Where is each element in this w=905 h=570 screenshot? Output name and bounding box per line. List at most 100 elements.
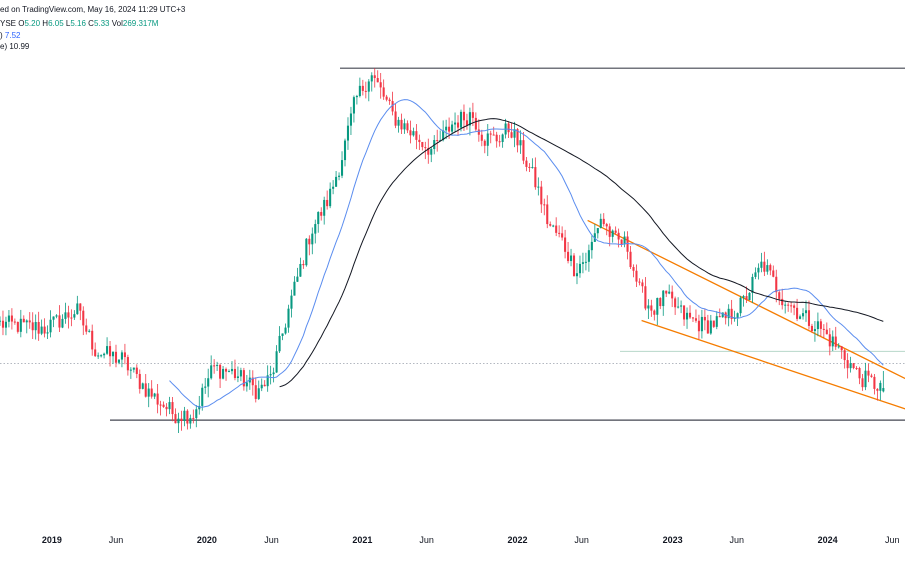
- candle-body: [498, 141, 501, 143]
- candle-body: [439, 140, 442, 142]
- candle-body: [644, 286, 647, 309]
- candle-body: [409, 130, 412, 136]
- candle-body: [834, 336, 837, 347]
- candle-body: [680, 305, 683, 307]
- candle-body: [486, 133, 489, 146]
- low-label: L: [65, 19, 71, 28]
- candle-body: [233, 368, 237, 378]
- candle-body: [760, 261, 763, 268]
- candle-body: [109, 346, 112, 357]
- x-tick-label: Jun: [729, 535, 744, 545]
- candle-body: [608, 226, 611, 237]
- candle-body: [763, 261, 766, 272]
- candle-body: [329, 188, 332, 207]
- candle-body: [828, 334, 831, 347]
- candle-body: [471, 112, 474, 118]
- candle-body: [525, 160, 528, 167]
- candle-body: [114, 351, 118, 363]
- candle-body: [239, 370, 242, 377]
- candle-body: [91, 330, 94, 350]
- candle-body: [10, 315, 13, 322]
- candle-body: [501, 134, 504, 143]
- candle-body: [168, 402, 171, 410]
- candle-body: [207, 378, 210, 387]
- candle-body: [718, 316, 721, 318]
- candle-body: [629, 251, 632, 268]
- moving-averages: [169, 99, 884, 408]
- candle-body: [88, 330, 91, 332]
- candle-body: [397, 119, 400, 126]
- candle-body: [465, 120, 468, 126]
- candle-body: [340, 160, 344, 176]
- candle-body: [358, 85, 361, 97]
- candle-body: [37, 322, 40, 334]
- candle-body: [355, 96, 358, 98]
- candle-body: [120, 352, 123, 360]
- candle-body: [620, 239, 623, 245]
- candle-body: [299, 263, 302, 277]
- low-value: 5.16: [70, 19, 86, 28]
- candle-body: [674, 298, 677, 308]
- candle-body: [626, 236, 629, 252]
- candle-body: [685, 312, 689, 320]
- candle-body: [790, 305, 793, 307]
- candle-body: [870, 375, 873, 377]
- candle-body: [52, 316, 55, 320]
- candle-body: [736, 313, 739, 318]
- candle-body: [183, 410, 186, 421]
- candle-body: [421, 142, 424, 148]
- candle-body: [287, 308, 290, 328]
- candle-body: [436, 140, 439, 142]
- candle-body: [567, 251, 570, 262]
- candle-body: [19, 318, 22, 332]
- candle-body: [171, 402, 174, 415]
- header-ma-slow-line: e) 10.99: [0, 42, 29, 52]
- candle-body: [477, 129, 480, 135]
- candle-body: [186, 410, 189, 424]
- volume-label: Vol: [111, 19, 123, 28]
- candle-body: [352, 97, 355, 114]
- candle-body: [388, 99, 391, 102]
- candle-body: [236, 376, 239, 378]
- candle-body: [570, 255, 573, 262]
- candle-body: [373, 75, 376, 79]
- x-tick-label: 2024: [818, 535, 838, 545]
- candle-body: [302, 263, 305, 266]
- candle-body: [162, 404, 165, 407]
- ma-slow-value: 10.99: [9, 42, 30, 51]
- candle-body: [688, 312, 692, 318]
- candle-body: [332, 186, 335, 189]
- candle-body: [73, 314, 76, 318]
- ma-slow-label: e): [0, 42, 8, 51]
- candle-body: [816, 321, 819, 330]
- candle-body: [49, 319, 52, 333]
- candle-body: [94, 349, 97, 357]
- candle-body: [867, 370, 870, 376]
- candle-body: [150, 388, 153, 397]
- candle-body: [769, 265, 772, 271]
- candle-body: [766, 265, 769, 272]
- candle-body: [849, 363, 852, 369]
- x-tick-label: Jun: [419, 535, 434, 545]
- candle-body: [141, 383, 144, 389]
- candle-body: [189, 417, 192, 424]
- ma-fast-value: 7.52: [4, 31, 21, 40]
- candle-body: [813, 329, 816, 332]
- candlestick-series: [0, 68, 885, 433]
- candle-body: [584, 261, 587, 263]
- candle-body: [840, 346, 843, 351]
- candle-body: [305, 238, 308, 266]
- candle-body: [64, 312, 67, 319]
- candle-body: [222, 368, 225, 379]
- candle-body: [445, 126, 448, 131]
- candle-body: [876, 388, 879, 391]
- candle-body: [819, 321, 822, 329]
- candle-body: [700, 316, 703, 332]
- candle-body: [272, 372, 275, 375]
- candle-body: [230, 368, 234, 372]
- candle-body: [370, 75, 373, 82]
- candle-body: [364, 90, 367, 92]
- candle-body: [858, 368, 861, 379]
- candle-body: [799, 316, 802, 319]
